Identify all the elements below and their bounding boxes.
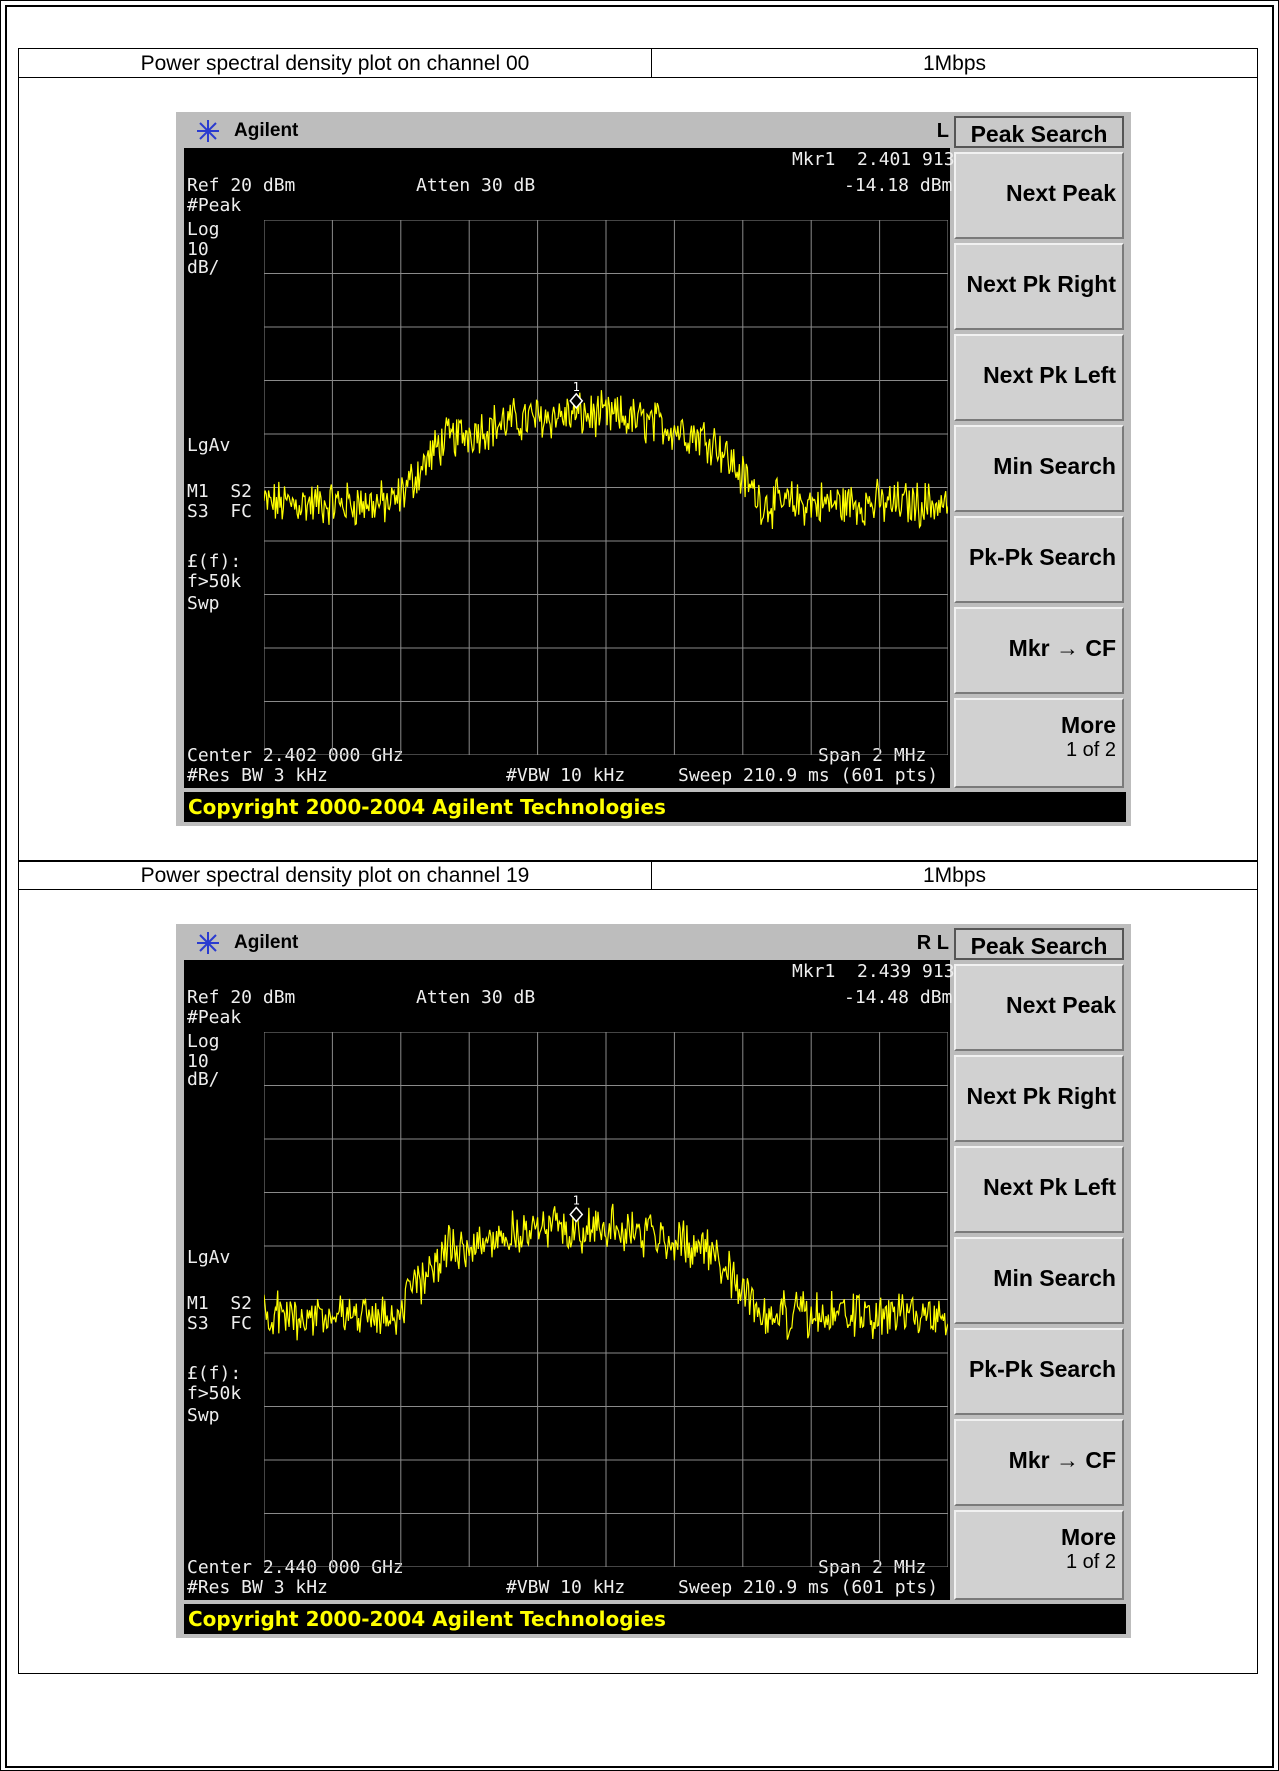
mkr-to-cf-button[interactable]: Mkr → CF (954, 1419, 1124, 1506)
agilent-spark-icon (197, 120, 219, 142)
next-pk-left-button[interactable]: Next Pk Left (954, 334, 1124, 421)
marker-diamond (569, 1206, 584, 1223)
agilent-spark-icon (197, 932, 219, 954)
scale-value-label: 10 (187, 1051, 209, 1072)
center-frequency: Center 2.402 000 GHz (187, 745, 404, 766)
video-bandwidth: #VBW 10 kHz (506, 765, 626, 786)
detector-label: #Peak (187, 1007, 242, 1028)
sweep-label: Swp (187, 1405, 220, 1426)
analyzer-title-bar: Agilent R L (184, 928, 949, 958)
spectrum-analyzer-screenshot: Agilent L Mkr1 2.401 913 GHz Ref 20 dBm … (176, 112, 1131, 826)
frequency-span: Span 2 MHz (818, 1557, 927, 1578)
psd-section-ch00: Power spectral density plot on channel 0… (18, 48, 1258, 862)
next-pk-left-button[interactable]: Next Pk Left (954, 1146, 1124, 1233)
scale-value-label: 10 (187, 239, 209, 260)
brand-name: Agilent (234, 120, 299, 141)
marker-diamond (569, 392, 584, 410)
detector-label: #Peak (187, 195, 242, 216)
spectrum-analyzer-screenshot: Agilent R L Mkr1 2.439 913 GHz Ref 20 dB… (176, 924, 1131, 1638)
sweep-time: Sweep 210.9 ms (601 pts) (678, 1577, 939, 1598)
data-rate-label: 1Mbps (652, 49, 1257, 78)
mkr-to-cf-button[interactable]: Mkr → CF (954, 607, 1124, 694)
coupling-mode-indicator: R L (916, 932, 949, 954)
scale-unit-label: dB/ (187, 1069, 220, 1090)
marker-number-label: 1 (573, 380, 580, 394)
section-title: Power spectral density plot on channel 1… (19, 861, 652, 890)
trace-mode-label-2: S3 FC (187, 1313, 253, 1334)
marker-number-label: 1 (573, 1193, 580, 1207)
psd-section-ch19: Power spectral density plot on channel 1… (18, 860, 1258, 1674)
frequency-threshold-label: f>50k (187, 571, 242, 592)
next-pk-right-button[interactable]: Next Pk Right (954, 1055, 1124, 1142)
resolution-bandwidth: #Res BW 3 kHz (187, 765, 328, 786)
page-border-inner (5, 5, 1274, 1768)
reference-level: Ref 20 dBm (187, 175, 296, 196)
pk-pk-search-button[interactable]: Pk-Pk Search (954, 1328, 1124, 1415)
resolution-bandwidth: #Res BW 3 kHz (187, 1577, 328, 1598)
more-button[interactable]: More 1 of 2 (954, 698, 1124, 788)
scale-type-label: Log (187, 1031, 220, 1052)
analyzer-display: Mkr1 2.401 913 GHz Ref 20 dBm Atten 30 d… (184, 148, 998, 788)
trace-mode-label-2: S3 FC (187, 501, 253, 522)
marker-amplitude: -14.48 dBm (844, 987, 953, 1008)
trace-mode-label-1: M1 S2 (187, 1293, 253, 1314)
menu-title: Peak Search (954, 928, 1124, 960)
analyzer-title-bar: Agilent L (184, 116, 949, 146)
sweep-label: Swp (187, 593, 220, 614)
section-title: Power spectral density plot on channel 0… (19, 49, 652, 78)
reference-level: Ref 20 dBm (187, 987, 296, 1008)
sweep-time: Sweep 210.9 ms (601 pts) (678, 765, 939, 786)
min-search-button[interactable]: Min Search (954, 1237, 1124, 1324)
average-type-label: LgAv (187, 435, 231, 456)
marker-amplitude: -14.18 dBm (844, 175, 953, 196)
pk-pk-search-button[interactable]: Pk-Pk Search (954, 516, 1124, 603)
function-label: £(f): (187, 1363, 242, 1384)
copyright-bar: Copyright 2000-2004 Agilent Technologies (184, 792, 1126, 822)
spectrum-trace (264, 1203, 948, 1341)
data-rate-label: 1Mbps (652, 861, 1257, 890)
video-bandwidth: #VBW 10 kHz (506, 1577, 626, 1598)
scale-unit-label: dB/ (187, 257, 220, 278)
average-type-label: LgAv (187, 1247, 231, 1268)
menu-title: Peak Search (954, 116, 1124, 148)
next-peak-button[interactable]: Next Peak (954, 152, 1124, 239)
spectrum-trace (264, 390, 948, 530)
frequency-span: Span 2 MHz (818, 745, 927, 766)
min-search-button[interactable]: Min Search (954, 425, 1124, 512)
next-pk-right-button[interactable]: Next Pk Right (954, 243, 1124, 330)
coupling-mode-indicator: L (936, 120, 949, 142)
frequency-threshold-label: f>50k (187, 1383, 242, 1404)
attenuation: Atten 30 dB (416, 175, 536, 196)
analyzer-display: Mkr1 2.439 913 GHz Ref 20 dBm Atten 30 d… (184, 960, 998, 1600)
next-peak-button[interactable]: Next Peak (954, 964, 1124, 1051)
brand-name: Agilent (234, 932, 299, 953)
copyright-bar: Copyright 2000-2004 Agilent Technologies (184, 1604, 1126, 1634)
trace-mode-label-1: M1 S2 (187, 481, 253, 502)
psd-plot: 1 (264, 1032, 948, 1567)
more-button[interactable]: More 1 of 2 (954, 1510, 1124, 1600)
attenuation: Atten 30 dB (416, 987, 536, 1008)
psd-plot: 1 (264, 220, 948, 755)
function-label: £(f): (187, 551, 242, 572)
center-frequency: Center 2.440 000 GHz (187, 1557, 404, 1578)
scale-type-label: Log (187, 219, 220, 240)
